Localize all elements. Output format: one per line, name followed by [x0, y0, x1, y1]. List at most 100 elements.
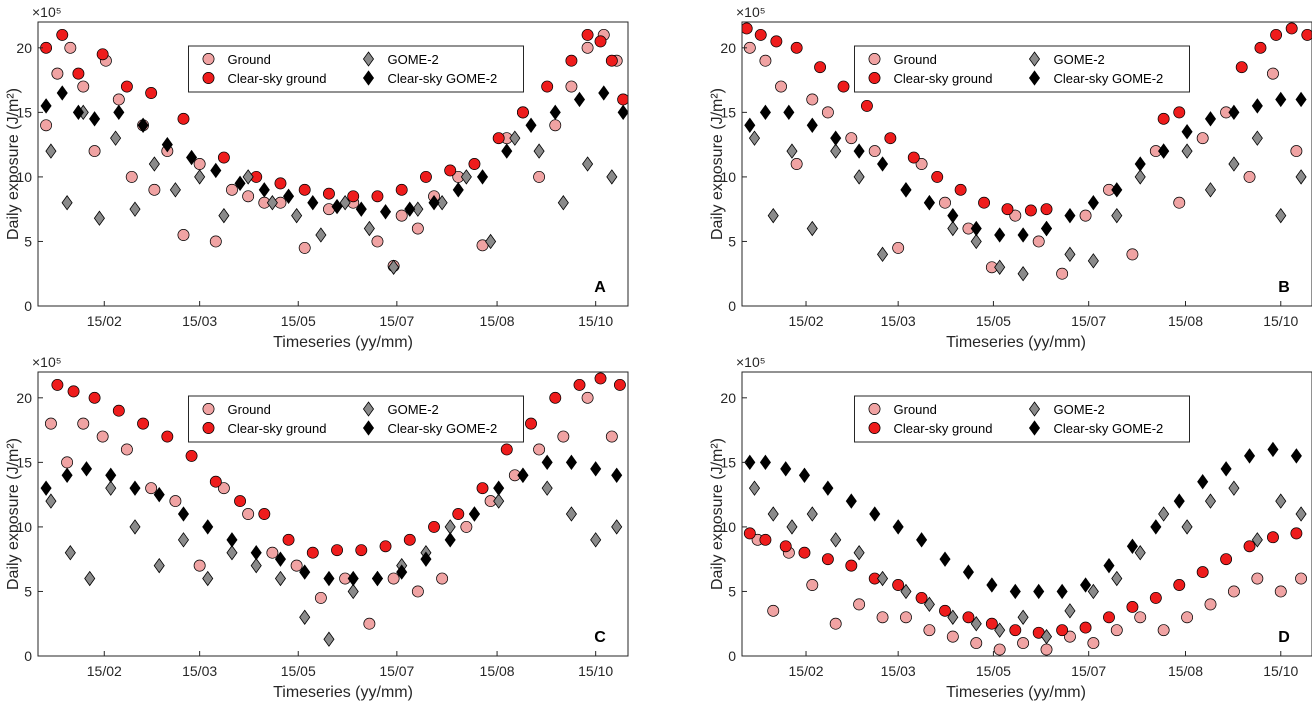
x-tick-label: 15/02	[789, 663, 824, 679]
data-point	[939, 604, 951, 617]
data-point	[210, 162, 222, 179]
data-point	[1274, 585, 1287, 598]
data-point	[380, 204, 392, 220]
data-point	[45, 143, 57, 159]
data-point	[830, 130, 842, 146]
axes-box	[741, 21, 1312, 307]
data-point	[1197, 474, 1209, 490]
series-clear-sky-ground	[742, 22, 1312, 217]
legend-box	[188, 395, 524, 443]
data-point	[994, 259, 1006, 275]
data-point	[1196, 566, 1209, 579]
data-point	[1227, 585, 1240, 598]
data-point	[786, 143, 798, 159]
data-point	[298, 241, 311, 254]
data-point	[44, 417, 57, 430]
data-point	[93, 210, 105, 226]
data-point	[298, 183, 311, 196]
data-point	[1111, 570, 1123, 587]
legend-label: Clear-sky GOME-2	[388, 71, 498, 86]
data-point	[770, 35, 783, 48]
data-point	[1285, 22, 1298, 35]
y-tick-label: 15	[16, 454, 32, 470]
data-point	[1295, 572, 1308, 585]
data-point	[573, 91, 586, 108]
data-point	[1173, 493, 1185, 509]
data-point	[258, 182, 270, 198]
data-point	[331, 544, 343, 557]
data-point	[1110, 624, 1123, 637]
data-point	[411, 222, 424, 235]
data-point	[767, 506, 779, 522]
data-point	[1181, 519, 1193, 535]
data-point	[1204, 493, 1217, 509]
axes-box	[37, 21, 629, 307]
data-point	[1204, 182, 1217, 198]
data-point	[485, 233, 497, 250]
data-point	[444, 532, 456, 548]
data-point	[1056, 624, 1069, 637]
data-point	[581, 391, 594, 404]
data-point	[565, 80, 578, 93]
data-point	[193, 158, 206, 170]
y-tick-label: 0	[24, 648, 32, 664]
data-point	[1040, 628, 1053, 645]
data-point	[112, 404, 125, 417]
data-point	[460, 169, 472, 185]
data-point	[137, 117, 149, 133]
data-point	[177, 112, 190, 125]
data-point	[900, 583, 912, 600]
data-point	[1149, 591, 1162, 604]
series-gome-2	[748, 480, 1307, 645]
legend: Ground Clear-sky ground GOME-2 Clear-sky GO…	[188, 395, 524, 443]
data-point	[387, 572, 400, 585]
data-point	[395, 183, 408, 196]
data-point	[452, 182, 464, 198]
data-point	[978, 196, 991, 209]
data-point	[51, 67, 64, 80]
y-tick-label: 15	[720, 454, 736, 470]
data-point	[161, 136, 173, 153]
data-point	[226, 532, 238, 548]
data-point	[1009, 209, 1022, 222]
legend-marker	[362, 401, 375, 417]
y-tick-label: 20	[16, 390, 32, 406]
x-tick-label: 15/03	[182, 313, 217, 329]
data-point	[153, 486, 165, 503]
data-point	[994, 227, 1006, 243]
y-multiplier-label: ×10⁵	[32, 4, 62, 20]
x-tick-label: 15/10	[578, 313, 613, 329]
x-tick-label: 15/02	[87, 313, 122, 329]
data-point	[845, 132, 858, 145]
data-point	[64, 41, 77, 54]
data-point	[266, 195, 278, 211]
x-tick-label: 15/05	[976, 313, 1011, 329]
data-point	[786, 519, 798, 535]
x-tick-label: 15/05	[281, 663, 316, 679]
legend-label: Clear-sky ground	[894, 421, 993, 436]
panel-letter: D	[1278, 629, 1290, 646]
y-tick-label: 20	[720, 390, 736, 406]
data-point	[323, 631, 335, 647]
data-point	[194, 169, 206, 185]
data-point	[56, 85, 68, 101]
data-point	[129, 519, 141, 535]
data-point	[492, 132, 505, 145]
data-point	[1087, 637, 1100, 650]
data-point	[299, 609, 311, 625]
data-point	[436, 572, 449, 585]
data-point	[347, 583, 359, 600]
data-point	[853, 545, 865, 561]
data-point	[617, 93, 628, 106]
data-point	[1150, 519, 1162, 535]
data-point	[145, 482, 158, 495]
legend-box	[854, 45, 1190, 93]
panel-letter: C	[594, 629, 606, 646]
data-point	[460, 520, 473, 533]
data-point	[986, 577, 998, 593]
data-point	[1228, 104, 1240, 121]
data-point	[549, 119, 562, 132]
data-point	[1033, 583, 1045, 600]
data-point	[1017, 227, 1029, 243]
data-point	[837, 80, 850, 93]
